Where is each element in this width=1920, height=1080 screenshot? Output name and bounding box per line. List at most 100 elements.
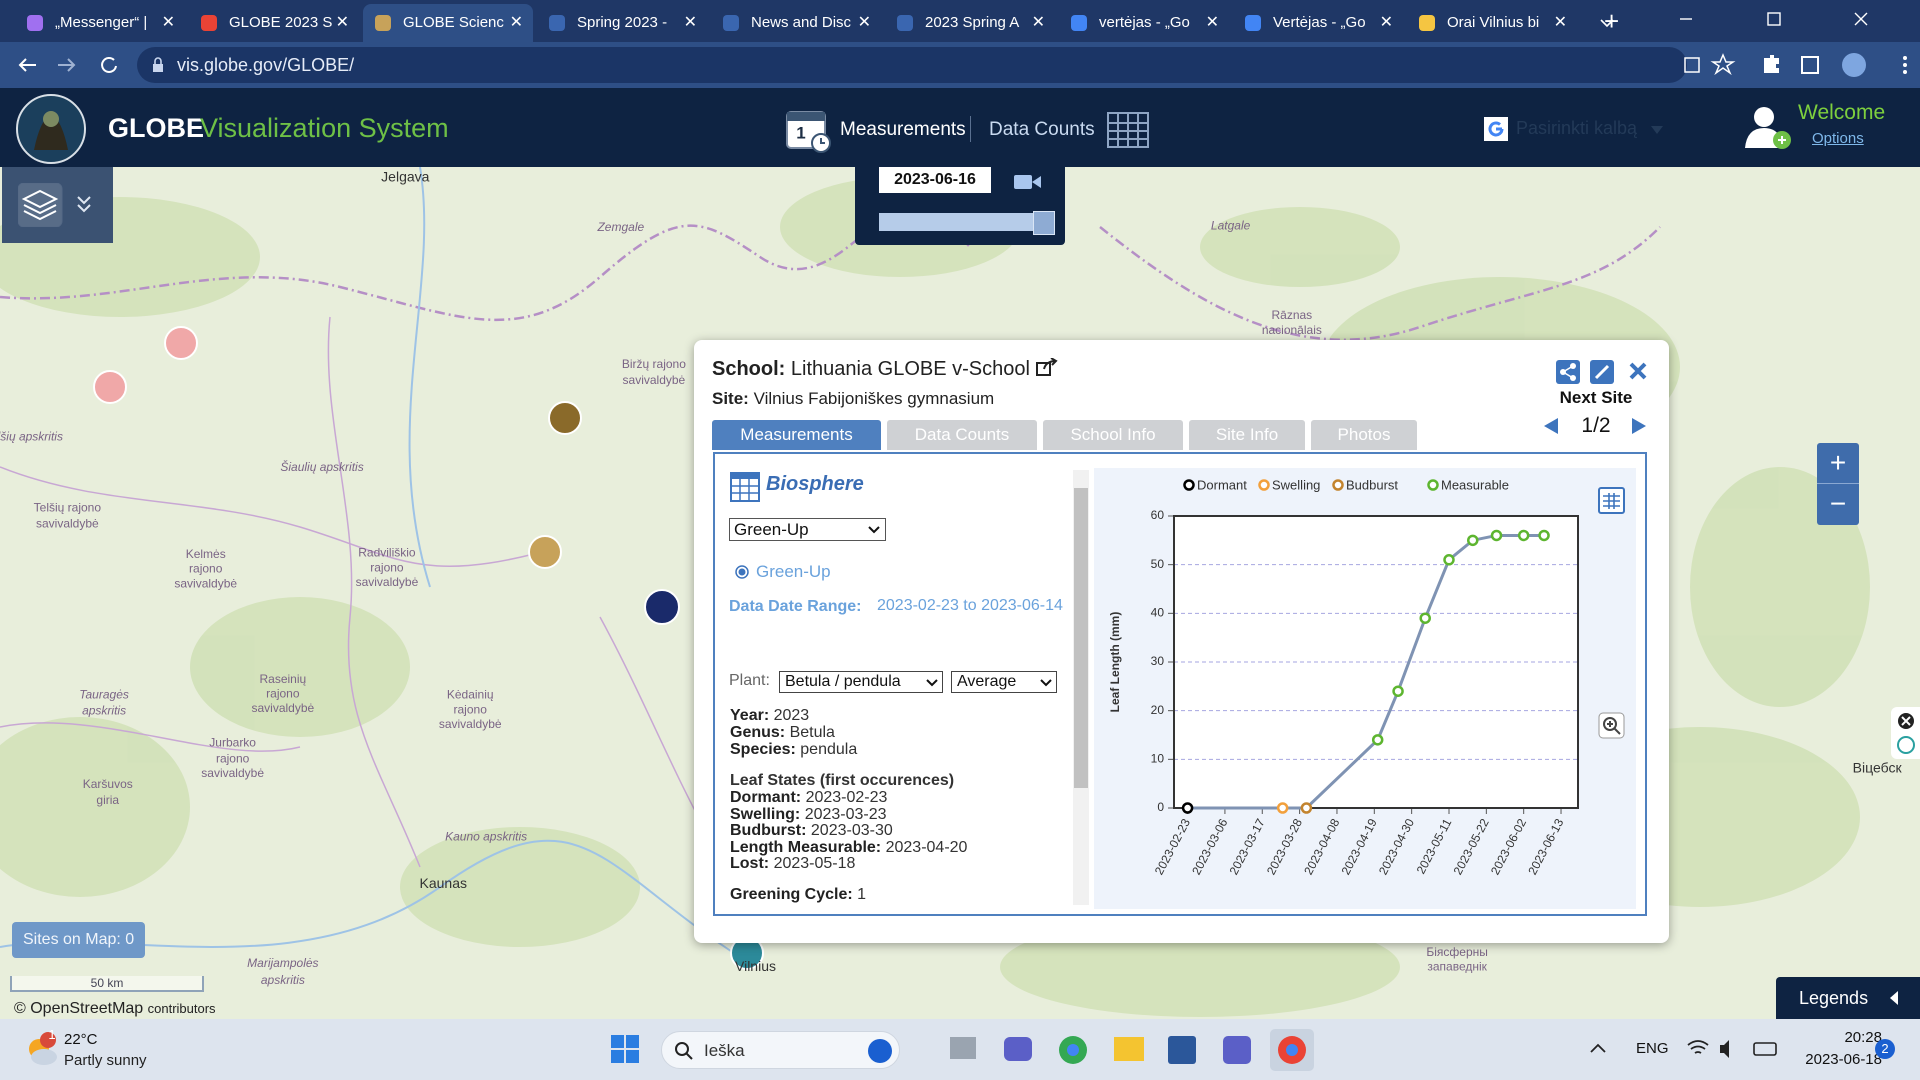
options-link[interactable]: Options (1812, 130, 1864, 147)
weather-icon[interactable] (22, 1031, 60, 1069)
share-icon[interactable] (1684, 57, 1700, 73)
site-popup: School: Lithuania GLOBE v-School Site: V… (694, 340, 1669, 943)
animate-button[interactable] (1013, 172, 1043, 192)
google-icon (1484, 117, 1508, 141)
tab-close[interactable]: ✕ (683, 14, 697, 31)
data-point (1181, 802, 1194, 814)
sidebar-icon[interactable] (1801, 56, 1819, 74)
browser-tab[interactable]: Orai Vilnius bi ✕ (1407, 4, 1577, 42)
tab-search[interactable] (1600, 19, 1614, 28)
popup-tab[interactable]: Measurements (712, 420, 881, 450)
close-window[interactable] (1854, 12, 1868, 26)
close-popup[interactable] (1629, 362, 1647, 380)
search-box[interactable]: Ieška (661, 1031, 900, 1069)
site-marker[interactable] (644, 589, 680, 625)
zoom-out[interactable]: − (1829, 488, 1847, 519)
plant-select[interactable]: Betula / pendula (779, 671, 943, 693)
layers-icon[interactable] (18, 183, 98, 227)
browser-tab[interactable]: GLOBE Scienc ✕ (363, 4, 533, 42)
clock-time[interactable]: 20:28 (1844, 1029, 1882, 1046)
popup-tab[interactable]: Data Counts (887, 420, 1037, 450)
next-site[interactable]: Next Site (1559, 388, 1633, 407)
reload-button[interactable] (101, 57, 117, 73)
popup-tab[interactable]: Photos (1311, 420, 1417, 450)
app-icon[interactable] (1004, 1037, 1032, 1061)
restore[interactable] (1767, 12, 1781, 26)
back-button[interactable] (18, 58, 36, 72)
share-button[interactable] (1556, 360, 1580, 384)
tray-expand[interactable] (1588, 1039, 1608, 1059)
tab-close[interactable]: ✕ (1379, 14, 1393, 31)
nav-measurements[interactable]: Measurements (840, 119, 966, 140)
statistic-select[interactable]: Average (951, 671, 1057, 693)
site-marker[interactable] (528, 535, 562, 569)
chart-zoom-button[interactable] (1598, 712, 1625, 739)
tab-close[interactable]: ✕ (1031, 14, 1045, 31)
layers-panel[interactable] (2, 167, 113, 243)
browser-tab[interactable]: 2023 Spring A ✕ (885, 4, 1055, 42)
nav-buttons (18, 57, 117, 73)
scrollbar-thumb[interactable] (1074, 488, 1088, 788)
bookmark-star[interactable] (1710, 53, 1736, 76)
site-marker[interactable] (548, 401, 582, 435)
tray-icons[interactable] (1686, 1037, 1786, 1061)
browser-tab[interactable]: vertėjas - „Go ✕ (1059, 4, 1229, 42)
prev-site[interactable] (1542, 416, 1560, 436)
tab-close[interactable]: ✕ (335, 14, 349, 31)
map-label: savivaldybė (623, 373, 686, 387)
open-school[interactable] (1035, 357, 1058, 376)
tab-close[interactable]: ✕ (857, 14, 871, 31)
browser-tab[interactable]: Vertėjas - „Go ✕ (1233, 4, 1403, 42)
scrollbar[interactable] (1073, 470, 1089, 905)
profile-avatar[interactable] (1842, 53, 1866, 77)
browser-tab[interactable]: „Messenger“ | ✕ (15, 4, 185, 42)
nav-data-counts[interactable]: Data Counts (989, 119, 1095, 140)
clock-date[interactable]: 2023-06-18 (1805, 1051, 1882, 1068)
radio-button[interactable] (734, 564, 750, 580)
forward-button[interactable] (58, 58, 76, 72)
next-site-arrow[interactable] (1630, 416, 1648, 436)
tab-close[interactable]: ✕ (1553, 14, 1567, 31)
legends-button[interactable]: Legends (1776, 977, 1920, 1019)
browser-tab[interactable]: News and Disc ✕ (711, 4, 881, 42)
omnibox[interactable]: vis.globe.gov/GLOBE/ (137, 47, 1687, 83)
site-marker[interactable] (93, 370, 127, 404)
extensions-icon[interactable] (1764, 55, 1779, 73)
map-label: Zemgale (596, 220, 644, 234)
app-icon[interactable] (1223, 1036, 1251, 1064)
attribution-link[interactable]: © OpenStreetMap (14, 1000, 144, 1017)
browser-tab[interactable]: GLOBE 2023 S ✕ (189, 4, 359, 42)
leaf-state-value: 2023-03-23 (804, 805, 887, 823)
globe-logo[interactable] (14, 92, 88, 166)
tab-close[interactable]: ✕ (1205, 14, 1219, 31)
popup-tab[interactable]: Site Info (1189, 420, 1305, 450)
time-slider[interactable] (879, 213, 1053, 231)
date-input[interactable]: 2023-06-16 (879, 167, 991, 193)
data-counts-icon[interactable] (1106, 105, 1152, 151)
app-icon[interactable] (950, 1037, 976, 1059)
x-tick-label: 2023-03-17 (1227, 816, 1268, 877)
notification-badge[interactable]: 2 (1875, 1039, 1895, 1059)
slider-thumb[interactable] (1033, 211, 1055, 235)
plant-label: Plant: (729, 672, 770, 689)
tab-close[interactable]: ✕ (161, 14, 175, 31)
user-icon[interactable] (1742, 102, 1794, 154)
app-icon[interactable] (1168, 1036, 1196, 1064)
language-caret[interactable] (1650, 124, 1664, 136)
app-icon[interactable] (1114, 1037, 1144, 1061)
input-language[interactable]: ENG (1636, 1040, 1669, 1057)
measurements-icon[interactable]: 1 (784, 105, 832, 153)
site-marker[interactable] (164, 326, 198, 360)
data-point (1490, 529, 1503, 542)
chart-table-button[interactable] (1598, 487, 1625, 514)
protocol-select[interactable]: Green-Up (729, 518, 886, 541)
start-button[interactable] (610, 1034, 640, 1064)
tab-close[interactable]: ✕ (509, 14, 523, 31)
browser-tab[interactable]: Spring 2023 - ✕ (537, 4, 707, 42)
table-icon[interactable] (730, 472, 760, 502)
language-select[interactable]: Pasirinkti kalbą (1516, 118, 1638, 138)
zoom-in[interactable]: + (1817, 443, 1859, 484)
x-tick-label: 2023-03-06 (1189, 816, 1230, 877)
popup-tab[interactable]: School Info (1043, 420, 1183, 450)
new-tab[interactable]: + (1604, 6, 1620, 36)
